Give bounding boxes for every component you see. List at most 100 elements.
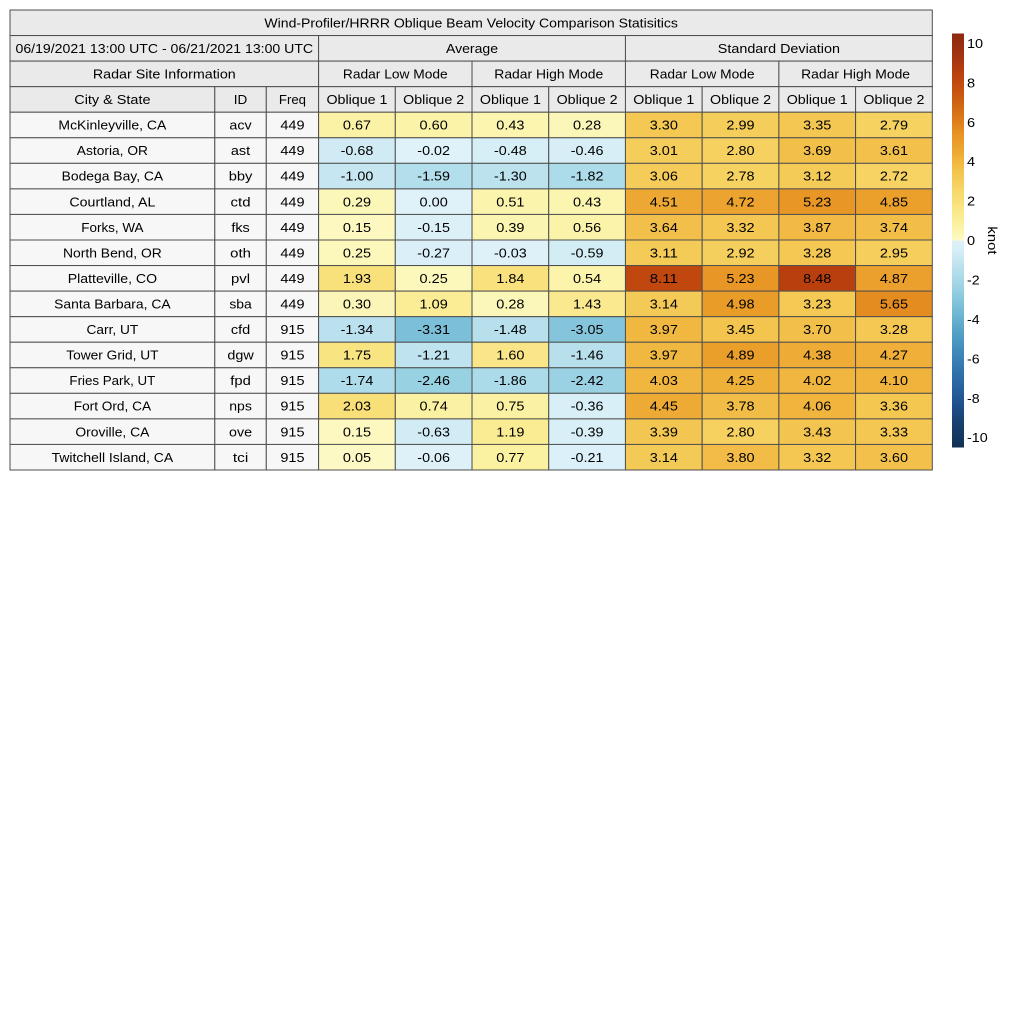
svg-text:0.28: 0.28 [496, 296, 524, 311]
svg-text:0.43: 0.43 [496, 118, 524, 133]
svg-text:Average: Average [446, 41, 498, 56]
svg-text:3.97: 3.97 [650, 348, 678, 363]
svg-text:Oblique 1: Oblique 1 [787, 92, 848, 107]
svg-text:0.30: 0.30 [343, 296, 371, 311]
svg-text:-0.39: -0.39 [571, 424, 604, 439]
svg-text:0.15: 0.15 [343, 220, 371, 235]
svg-text:0.05: 0.05 [343, 450, 371, 465]
svg-text:Forks, WA: Forks, WA [81, 220, 144, 235]
svg-text:Platteville, CO: Platteville, CO [68, 271, 157, 286]
svg-text:449: 449 [280, 245, 304, 260]
svg-text:1.43: 1.43 [573, 296, 601, 311]
svg-text:Oblique 2: Oblique 2 [710, 92, 771, 107]
svg-text:-0.15: -0.15 [417, 220, 450, 235]
svg-text:3.12: 3.12 [803, 169, 831, 184]
svg-text:0.28: 0.28 [573, 118, 601, 133]
svg-text:1.93: 1.93 [343, 271, 371, 286]
svg-text:4.25: 4.25 [726, 373, 754, 388]
svg-text:Wind-Profiler/HRRR Oblique Bea: Wind-Profiler/HRRR Oblique Beam Velocity… [264, 15, 678, 30]
svg-text:0.56: 0.56 [573, 220, 601, 235]
svg-text:City & State: City & State [74, 92, 150, 107]
svg-text:915: 915 [280, 399, 304, 414]
svg-text:3.35: 3.35 [803, 118, 831, 133]
svg-text:0.43: 0.43 [573, 194, 601, 209]
svg-text:oth: oth [230, 245, 251, 260]
svg-text:5.65: 5.65 [880, 296, 908, 311]
svg-text:3.01: 3.01 [650, 143, 678, 158]
svg-text:sba: sba [229, 296, 252, 311]
svg-text:1.84: 1.84 [496, 271, 524, 286]
svg-text:2.78: 2.78 [726, 169, 754, 184]
svg-text:pvl: pvl [231, 271, 250, 286]
svg-text:Oblique 2: Oblique 2 [863, 92, 924, 107]
svg-text:-3.31: -3.31 [417, 322, 450, 337]
svg-text:-2.46: -2.46 [417, 373, 450, 388]
svg-text:2.79: 2.79 [880, 118, 908, 133]
svg-text:3.28: 3.28 [880, 322, 908, 337]
svg-text:-6: -6 [967, 351, 980, 366]
svg-text:915: 915 [280, 450, 304, 465]
svg-text:3.78: 3.78 [726, 399, 754, 414]
svg-text:3.45: 3.45 [726, 322, 754, 337]
svg-text:North Bend, OR: North Bend, OR [63, 245, 162, 260]
svg-text:449: 449 [280, 194, 304, 209]
svg-text:Radar Site Information: Radar Site Information [93, 66, 236, 81]
svg-text:McKinleyville, CA: McKinleyville, CA [58, 118, 166, 133]
svg-text:1.09: 1.09 [420, 296, 448, 311]
svg-text:3.28: 3.28 [803, 245, 831, 260]
svg-text:4.10: 4.10 [880, 373, 908, 388]
svg-text:-4: -4 [967, 312, 980, 327]
svg-text:2.80: 2.80 [726, 143, 754, 158]
svg-text:Standard Deviation: Standard Deviation [718, 41, 840, 56]
svg-text:Carr, UT: Carr, UT [87, 322, 139, 337]
svg-text:knot: knot [985, 226, 1000, 255]
svg-text:nps: nps [229, 399, 252, 414]
svg-text:Radar Low Mode: Radar Low Mode [650, 66, 755, 81]
svg-text:Tower Grid, UT: Tower Grid, UT [66, 348, 158, 363]
svg-text:-3.05: -3.05 [571, 322, 604, 337]
svg-text:3.80: 3.80 [726, 450, 754, 465]
svg-text:915: 915 [280, 348, 304, 363]
svg-text:3.14: 3.14 [650, 296, 678, 311]
svg-text:-1.46: -1.46 [571, 348, 604, 363]
svg-text:6: 6 [967, 115, 975, 130]
svg-text:4.89: 4.89 [726, 348, 754, 363]
svg-text:2.03: 2.03 [343, 399, 371, 414]
svg-text:1.75: 1.75 [343, 348, 371, 363]
svg-text:4.98: 4.98 [726, 296, 754, 311]
svg-text:449: 449 [280, 220, 304, 235]
svg-text:-1.21: -1.21 [417, 348, 450, 363]
svg-text:4: 4 [967, 154, 975, 169]
svg-text:449: 449 [280, 296, 304, 311]
svg-text:-0.36: -0.36 [571, 399, 604, 414]
svg-text:5.23: 5.23 [726, 271, 754, 286]
svg-text:3.36: 3.36 [880, 399, 908, 414]
svg-text:3.61: 3.61 [880, 143, 908, 158]
svg-text:8: 8 [967, 75, 975, 90]
svg-text:-0.46: -0.46 [571, 143, 604, 158]
svg-text:0.15: 0.15 [343, 424, 371, 439]
svg-text:-1.59: -1.59 [417, 169, 450, 184]
svg-text:3.33: 3.33 [880, 424, 908, 439]
svg-text:Courtland, AL: Courtland, AL [69, 194, 155, 209]
svg-text:0.39: 0.39 [496, 220, 524, 235]
svg-text:-0.06: -0.06 [417, 450, 450, 465]
svg-text:0.25: 0.25 [420, 271, 448, 286]
svg-text:3.39: 3.39 [650, 424, 678, 439]
svg-text:3.97: 3.97 [650, 322, 678, 337]
svg-text:Fries Park, UT: Fries Park, UT [69, 373, 155, 388]
svg-text:0: 0 [967, 233, 975, 248]
svg-text:4.45: 4.45 [650, 399, 678, 414]
svg-text:-2.42: -2.42 [571, 373, 604, 388]
svg-text:2.72: 2.72 [880, 169, 908, 184]
svg-text:3.43: 3.43 [803, 424, 831, 439]
svg-text:Freq: Freq [279, 92, 306, 107]
svg-text:2.92: 2.92 [726, 245, 754, 260]
svg-text:449: 449 [280, 118, 304, 133]
svg-text:-1.30: -1.30 [494, 169, 527, 184]
svg-text:915: 915 [280, 373, 304, 388]
svg-text:Radar Low Mode: Radar Low Mode [343, 66, 448, 81]
svg-text:-0.27: -0.27 [417, 245, 450, 260]
svg-text:-0.03: -0.03 [494, 245, 527, 260]
svg-text:0.67: 0.67 [343, 118, 371, 133]
